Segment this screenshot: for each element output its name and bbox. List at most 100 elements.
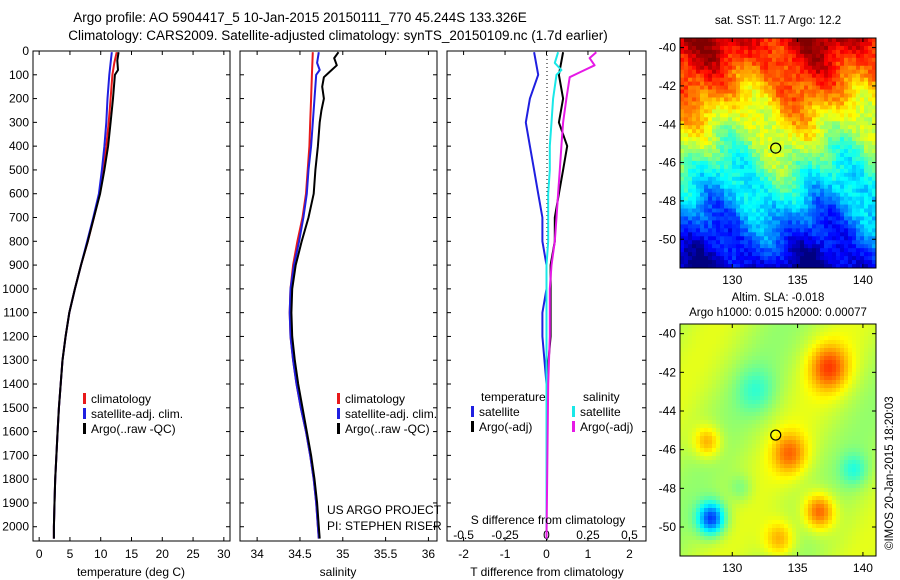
sla-cell [824, 412, 829, 417]
sst-cell [868, 41, 873, 47]
sst-cell [756, 264, 761, 268]
sst-cell [832, 228, 837, 233]
y-tick-label: 700 [9, 211, 29, 225]
sst-map-panel: sat. SST: 11.7 Argo: 12.2 -40-42-44-46-4… [659, 15, 877, 287]
sla-cell [740, 364, 745, 369]
sst-cell [792, 208, 797, 213]
sst-cell [824, 113, 829, 118]
sla-cell [780, 344, 785, 349]
sla-cell [788, 372, 793, 377]
sla-cell [864, 408, 869, 413]
sst-cell [852, 38, 857, 43]
sst-cell [864, 228, 869, 233]
sst-cell [712, 260, 717, 265]
sst-cell [804, 184, 809, 190]
sst-cell [804, 105, 809, 110]
sla-cell [716, 324, 721, 329]
sst-cell [800, 109, 805, 114]
sla-cell [784, 448, 789, 453]
sla-cell [684, 328, 689, 333]
sst-cell [724, 244, 729, 249]
sla-cell [752, 360, 757, 365]
sla-cell [712, 324, 717, 329]
sla-cell [860, 420, 865, 425]
sla-cell [716, 432, 721, 437]
sla-cell [720, 388, 725, 393]
sla-cell [840, 348, 845, 353]
sst-cell [692, 216, 697, 221]
sst-cell [712, 196, 717, 201]
sla-cell [872, 464, 876, 469]
sla-cell [760, 328, 765, 333]
sst-cell [680, 164, 685, 170]
sst-cell [780, 240, 785, 245]
sla-cell [780, 416, 785, 421]
sla-cell [808, 408, 813, 413]
sst-cell [868, 45, 873, 51]
sla-cell [840, 464, 845, 469]
sla-cell [820, 352, 825, 357]
sst-cell [768, 77, 773, 83]
sla-cell [764, 416, 769, 421]
sst-cell [716, 133, 721, 138]
sst-cell [852, 57, 857, 63]
sst-cell [856, 200, 861, 205]
sla-cell [772, 344, 777, 349]
sla-cell [712, 328, 717, 333]
sla-cell [716, 392, 721, 397]
sst-cell [792, 97, 797, 102]
sla-cell [720, 364, 725, 369]
sla-cell [768, 424, 773, 429]
sla-cell [788, 416, 793, 421]
sst-cell [844, 45, 849, 51]
sst-cell [820, 53, 825, 59]
y-tick-label: 600 [9, 187, 29, 201]
sst-cell [696, 216, 701, 221]
sla-cell [688, 404, 693, 409]
sst-cell [784, 69, 789, 75]
sst-cell [800, 248, 805, 253]
legend-swatch [337, 393, 340, 404]
sla-cell [692, 340, 697, 345]
sst-cell [828, 125, 833, 130]
sst-cell [732, 204, 737, 209]
sst-cell [792, 145, 797, 150]
sla-cell [716, 364, 721, 369]
sst-cell [692, 105, 697, 110]
sla-cell [800, 340, 805, 345]
sla-cell [864, 444, 869, 449]
sla-cell [868, 464, 873, 469]
sla-cell [684, 404, 689, 409]
sla-cell [688, 416, 693, 421]
sst-cell [772, 196, 777, 201]
sla-cell [872, 452, 876, 457]
sst-cell [704, 57, 709, 63]
sst-cell [816, 196, 821, 201]
sst-cell [688, 176, 693, 182]
sst-cell [716, 69, 721, 75]
sla-cell [812, 328, 817, 333]
sla-cell [836, 340, 841, 345]
sst-cell [732, 180, 737, 186]
lon-tick-label: 130 [722, 273, 742, 287]
sst-cell [856, 38, 861, 43]
sst-cell [780, 145, 785, 150]
temperature-axis-ticks: 0 5 10 15 20 25 30 [36, 51, 231, 561]
sst-cell [764, 57, 769, 63]
sst-cell [820, 97, 825, 102]
sla-cell [788, 344, 793, 349]
sst-cell [860, 121, 865, 126]
sla-cell [764, 408, 769, 413]
sla-cell [696, 380, 701, 385]
sst-cell [804, 125, 809, 130]
sst-cell [824, 105, 829, 110]
sla-cell [792, 344, 797, 349]
sst-cell [832, 89, 837, 94]
salinity-axis-ticks: 34 34.5 35 35.5 36 [250, 51, 435, 561]
sla-cell [848, 468, 853, 473]
sst-cell [820, 85, 825, 90]
sla-cell [764, 332, 769, 337]
sst-cell [808, 256, 813, 261]
sst-cell [856, 196, 861, 201]
sla-cell [820, 324, 825, 329]
